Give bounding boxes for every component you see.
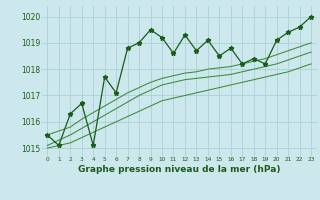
X-axis label: Graphe pression niveau de la mer (hPa): Graphe pression niveau de la mer (hPa)	[78, 165, 280, 174]
